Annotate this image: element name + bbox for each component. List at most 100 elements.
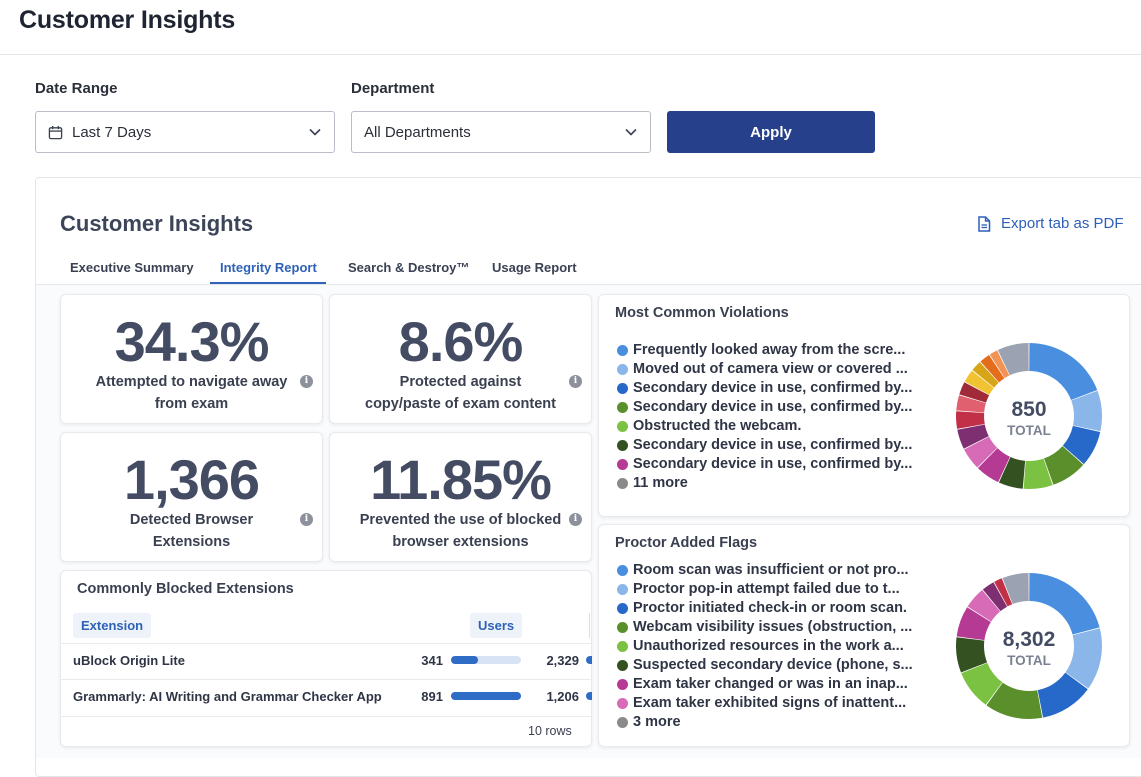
legend-item[interactable]: Secondary device in use, confirmed by... bbox=[617, 398, 912, 417]
kpi-card-copy-paste: 8.6% Protected against copy/paste of exa… bbox=[329, 294, 592, 424]
legend-item[interactable]: Exam taker changed or was in an inap... bbox=[617, 675, 913, 694]
legend-item[interactable]: Webcam visibility issues (obstruction, .… bbox=[617, 618, 913, 637]
kpi-label: Prevented the use of blocked browser ext… bbox=[330, 509, 591, 553]
legend-label: 3 more bbox=[633, 714, 681, 730]
legend-swatch bbox=[617, 421, 628, 432]
chevron-down-icon bbox=[309, 128, 321, 136]
donut-segment[interactable] bbox=[956, 395, 986, 413]
donut-segment[interactable] bbox=[964, 370, 994, 395]
violations-total-label: TOTAL bbox=[1007, 423, 1051, 438]
legend-item[interactable]: 3 more bbox=[617, 713, 913, 732]
donut-segment[interactable] bbox=[994, 578, 1013, 607]
kpi-card-browser-extensions: 1,366 Detected Browser Extensions i bbox=[60, 432, 323, 562]
legend-item[interactable]: Proctor initiated check-in or room scan. bbox=[617, 599, 913, 618]
kpi-label-line: Attempted to navigate away bbox=[95, 374, 288, 390]
legend-item[interactable]: Proctor pop-in attempt failed due to t..… bbox=[617, 580, 913, 599]
kpi-label-line: copy/paste of exam content bbox=[365, 396, 556, 412]
kpi-value: 8.6% bbox=[398, 310, 524, 373]
legend-swatch bbox=[617, 584, 628, 595]
legend-item[interactable]: Moved out of camera view or covered ... bbox=[617, 360, 912, 379]
donut-segment[interactable] bbox=[1037, 672, 1088, 718]
department-select[interactable]: All Departments bbox=[351, 111, 651, 153]
legend-label: Proctor initiated check-in or room scan. bbox=[633, 600, 907, 616]
top-bar: Customer Insights bbox=[0, 0, 1141, 55]
legend-item[interactable]: Secondary device in use, confirmed by... bbox=[617, 436, 912, 455]
info-icon[interactable]: i bbox=[300, 513, 313, 526]
kpi-value: 11.85% bbox=[370, 448, 552, 511]
export-pdf-link[interactable]: Export tab as PDF bbox=[977, 215, 1124, 232]
violations-donut-chart: 850 TOTAL bbox=[956, 343, 1102, 489]
legend-item[interactable]: Secondary device in use, confirmed by... bbox=[617, 455, 912, 474]
donut-segment[interactable] bbox=[956, 411, 985, 429]
kpi-label-line: Protected against bbox=[399, 374, 522, 390]
donut-segment[interactable] bbox=[972, 362, 999, 388]
kpi-value: 1,366 bbox=[123, 448, 260, 511]
panel-title: Customer Insights bbox=[60, 211, 254, 236]
kpi-label-line: Prevented the use of blocked bbox=[359, 512, 562, 528]
donut-segment[interactable] bbox=[959, 382, 990, 403]
legend-item[interactable]: Suspected secondary device (phone, s... bbox=[617, 656, 913, 675]
extension-name: Grammarly: AI Writing and Grammar Checke… bbox=[73, 689, 382, 704]
donut-segment[interactable] bbox=[977, 448, 1010, 483]
legend-item[interactable]: Secondary device in use, confirmed by... bbox=[617, 379, 912, 398]
legend-label: Webcam visibility issues (obstruction, .… bbox=[633, 619, 913, 635]
export-pdf-label: Export tab as PDF bbox=[1001, 215, 1124, 232]
donut-segment[interactable] bbox=[1065, 628, 1102, 689]
legend-item[interactable]: 11 more bbox=[617, 474, 912, 493]
donut-segment[interactable] bbox=[997, 343, 1029, 376]
donut-segment[interactable] bbox=[1002, 573, 1029, 605]
legend-swatch bbox=[617, 364, 628, 375]
tab-usage-report[interactable]: Usage Report bbox=[492, 260, 577, 275]
legend-label: Secondary device in use, confirmed by... bbox=[633, 437, 913, 453]
column-header-extension[interactable]: Extension bbox=[73, 613, 152, 638]
donut-segment[interactable] bbox=[1044, 446, 1084, 485]
legend-item[interactable]: Room scan was insufficient or not pro... bbox=[617, 561, 913, 580]
legend-swatch bbox=[617, 603, 628, 614]
legend-item[interactable]: Exam taker exhibited signs of inattent..… bbox=[617, 694, 913, 713]
users-count: 341 bbox=[421, 653, 443, 668]
donut-segment[interactable] bbox=[1029, 343, 1098, 400]
violations-total: 850 bbox=[1011, 398, 1046, 421]
tab-search-destroy[interactable]: Search & Destroy™ bbox=[348, 260, 470, 275]
info-icon[interactable]: i bbox=[569, 375, 582, 388]
row-divider bbox=[60, 716, 591, 717]
donut-segment[interactable] bbox=[1029, 573, 1100, 635]
legend-item[interactable]: Unauthorized resources in the work a... bbox=[617, 637, 913, 656]
tab-integrity-report[interactable]: Integrity Report bbox=[220, 260, 317, 275]
tab-executive-summary[interactable]: Executive Summary bbox=[70, 260, 194, 275]
department-label: Department bbox=[351, 80, 435, 97]
legend-label: Secondary device in use, confirmed by... bbox=[633, 399, 913, 415]
legend-item[interactable]: Obstructed the webcam. bbox=[617, 417, 912, 436]
legend-label: Exam taker changed or was in an inap... bbox=[633, 676, 908, 692]
column-divider bbox=[589, 613, 590, 638]
legend-item[interactable]: Frequently looked away from the scre... bbox=[617, 341, 912, 360]
legend-swatch bbox=[617, 660, 628, 671]
donut-segment[interactable] bbox=[998, 457, 1026, 489]
date-range-select[interactable]: Last 7 Days bbox=[35, 111, 335, 153]
kpi-card-navigate-away: 34.3% Attempted to navigate away from ex… bbox=[60, 294, 323, 424]
donut-segment[interactable] bbox=[980, 354, 1005, 383]
flags-total: 8,302 bbox=[1003, 628, 1056, 651]
donut-segment[interactable] bbox=[1062, 425, 1101, 465]
info-icon[interactable]: i bbox=[569, 513, 582, 526]
donut-segment[interactable] bbox=[1023, 458, 1053, 489]
info-icon[interactable]: i bbox=[300, 375, 313, 388]
apply-button[interactable]: Apply bbox=[667, 111, 875, 153]
donut-segment[interactable] bbox=[964, 436, 998, 468]
column-header-users[interactable]: Users bbox=[470, 613, 523, 638]
donut-segment[interactable] bbox=[989, 350, 1010, 379]
donut-segment[interactable] bbox=[986, 682, 1043, 719]
legend-swatch bbox=[617, 478, 628, 489]
donut-segment[interactable] bbox=[967, 590, 1001, 622]
legend-label: Moved out of camera view or covered ... bbox=[633, 361, 908, 377]
legend-swatch bbox=[617, 440, 628, 451]
donut-segment[interactable] bbox=[956, 637, 988, 673]
legend-swatch bbox=[617, 641, 628, 652]
donut-segment[interactable] bbox=[982, 582, 1008, 612]
users-bar-fill bbox=[451, 692, 521, 700]
donut-segment[interactable] bbox=[957, 424, 989, 449]
kpi-label: Attempted to navigate away from exam bbox=[61, 371, 322, 415]
donut-segment[interactable] bbox=[956, 607, 991, 641]
donut-segment[interactable] bbox=[961, 662, 1003, 705]
donut-segment[interactable] bbox=[1071, 390, 1102, 432]
